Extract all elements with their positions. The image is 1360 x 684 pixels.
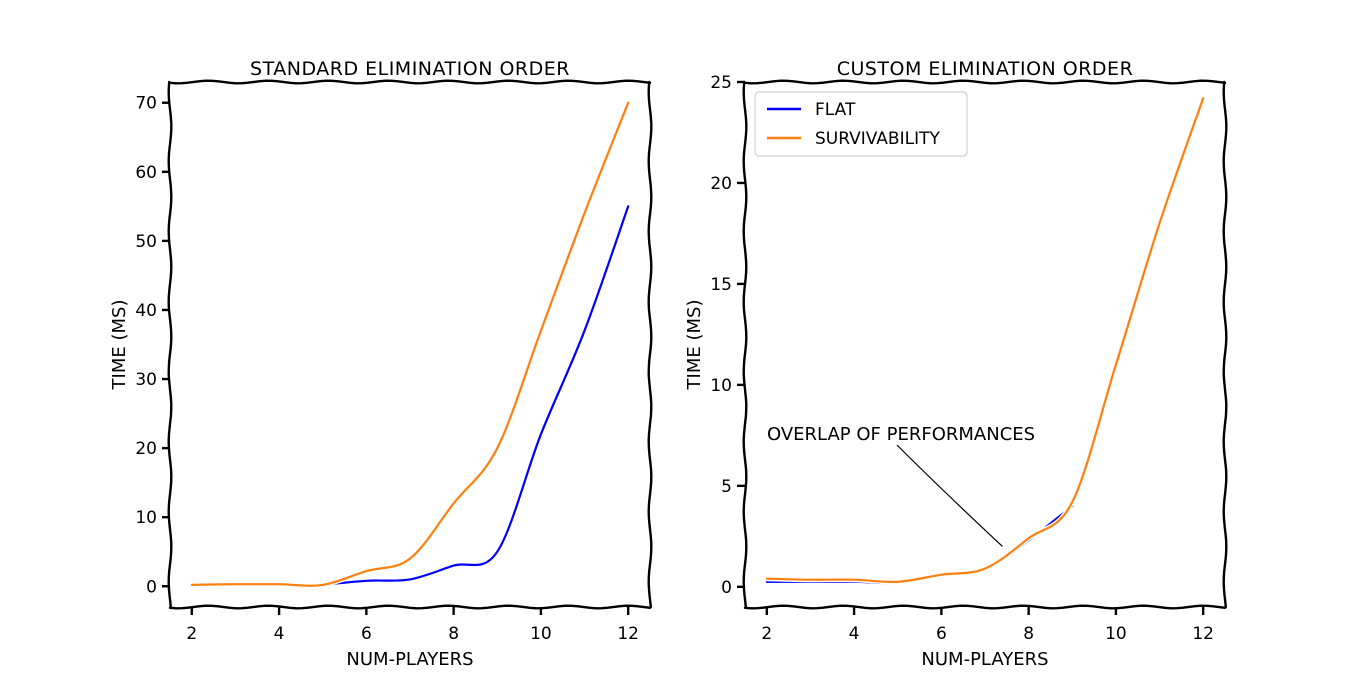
x-tick-label: 4 [849,624,860,644]
x-tick-label: 10 [1105,624,1127,644]
spine-top [168,79,652,85]
chart-title: Custom Elimination Order [837,58,1134,80]
y-tick-label: 30 [135,370,157,390]
series-line-flat [321,205,630,586]
panel-standard-elimination: 2 4 6 8 10 12 0 10 20 30 40 50 60 70 Standard Eliminat… [109,58,653,670]
y-axis-label: time (ms) [684,300,705,391]
legend: Flat Survivability [754,91,968,157]
spine-bottom [168,604,652,610]
panel-custom-elimination: 2 4 6 8 10 12 0 5 10 15 20 25 Custom Elimination Ord… [684,58,1228,670]
y-tick-label: 40 [135,301,157,321]
y-tick-label: 25 [710,73,732,93]
x-tick-label: 8 [448,624,459,644]
y-tick-label: 50 [135,232,157,252]
x-tick-label: 2 [186,624,197,644]
spine-left [742,80,748,609]
x-axis-label: num-players [921,649,1048,670]
legend-box [754,91,968,157]
spine-right [647,80,653,609]
x-tick-label: 10 [530,624,552,644]
legend-label: Flat [815,100,856,120]
x-axis-label: num-players [346,649,473,670]
series-halo-flat [764,503,1075,586]
annotation-text: overlap of performances [767,424,1035,445]
y-tick-label: 5 [721,477,732,497]
annotation-arrow [896,444,1003,547]
series-halo-survivability [764,95,1206,585]
y-tick-label: 0 [146,577,157,597]
x-tick-label: 4 [274,624,285,644]
y-axis-label: time (ms) [109,300,130,391]
series-halo-flat [320,203,631,588]
y-tick-label: 15 [710,275,732,295]
series-halo-survivability [189,100,631,589]
spine-bottom [743,604,1227,610]
y-tick-label: 10 [135,508,157,528]
y-tick-label: 10 [710,376,732,396]
y-tick-label: 20 [710,174,732,194]
x-tick-label: 6 [936,624,947,644]
spine-right [1222,80,1228,609]
y-tick-label: 60 [135,163,157,183]
spine-top [743,79,1227,85]
y-tick-label: 0 [721,578,732,598]
x-tick-label: 2 [761,624,772,644]
x-tick-label: 6 [361,624,372,644]
legend-label: Survivability [815,129,940,149]
y-tick-label: 70 [135,94,157,114]
chart-title: Standard Elimination Order [250,58,570,80]
x-tick-label: 12 [617,624,639,644]
series-line-survivability [765,97,1205,584]
x-tick-label: 8 [1023,624,1034,644]
x-tick-label: 12 [1192,624,1214,644]
spine-left [167,80,173,609]
y-tick-label: 20 [135,439,157,459]
series-line-survivability [190,101,630,587]
